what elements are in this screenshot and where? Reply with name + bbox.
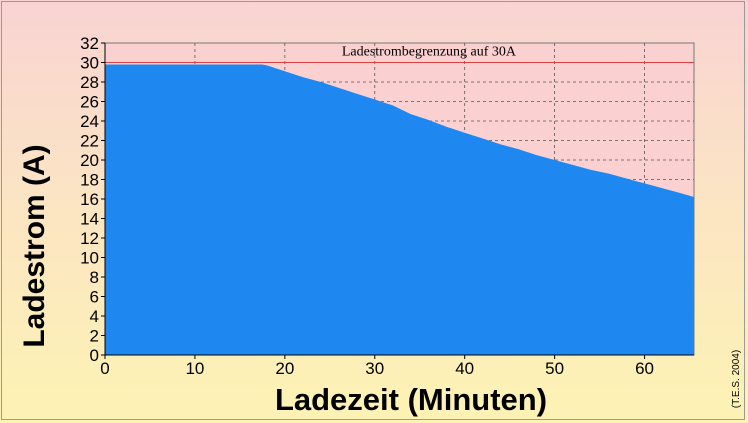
y-tick-label: 8 <box>90 268 99 287</box>
current-limit-label: Ladestrombegrenzung auf 30A <box>342 45 517 60</box>
x-tick-label: 10 <box>185 359 204 378</box>
charge-current-area <box>105 64 694 355</box>
y-tick-label: 32 <box>80 34 99 53</box>
axes <box>101 42 694 359</box>
y-tick-label: 20 <box>80 151 99 170</box>
x-axis-title: Ladezeit (Minuten) <box>275 382 547 417</box>
y-tick-label: 0 <box>90 346 99 365</box>
x-tick-label: 0 <box>100 359 109 378</box>
y-tick-label: 30 <box>80 54 99 73</box>
x-tick-labels: 0 10 20 30 40 50 60 <box>100 359 654 378</box>
y-tick-label: 28 <box>80 73 99 92</box>
y-axis-title: Ladestrom (A) <box>18 144 51 347</box>
y-tick-label: 26 <box>80 93 99 112</box>
y-tick-label: 16 <box>80 190 99 209</box>
x-tick-label: 20 <box>275 359 294 378</box>
y-tick-label: 4 <box>90 307 99 326</box>
x-tick-label: 30 <box>365 359 384 378</box>
y-tick-label: 24 <box>80 112 99 131</box>
y-tick-label: 2 <box>90 327 99 346</box>
y-tick-label: 22 <box>80 132 99 151</box>
y-tick-label: 6 <box>90 288 99 307</box>
y-tick-label: 10 <box>80 249 99 268</box>
y-tick-label: 12 <box>80 229 99 248</box>
x-tick-label: 60 <box>635 359 654 378</box>
x-tick-label: 40 <box>455 359 474 378</box>
copyright-credit: (T.E.S. 2004) <box>731 350 742 408</box>
y-tick-label: 14 <box>80 210 99 229</box>
x-tick-label: 50 <box>545 359 564 378</box>
y-tick-label: 18 <box>80 171 99 190</box>
